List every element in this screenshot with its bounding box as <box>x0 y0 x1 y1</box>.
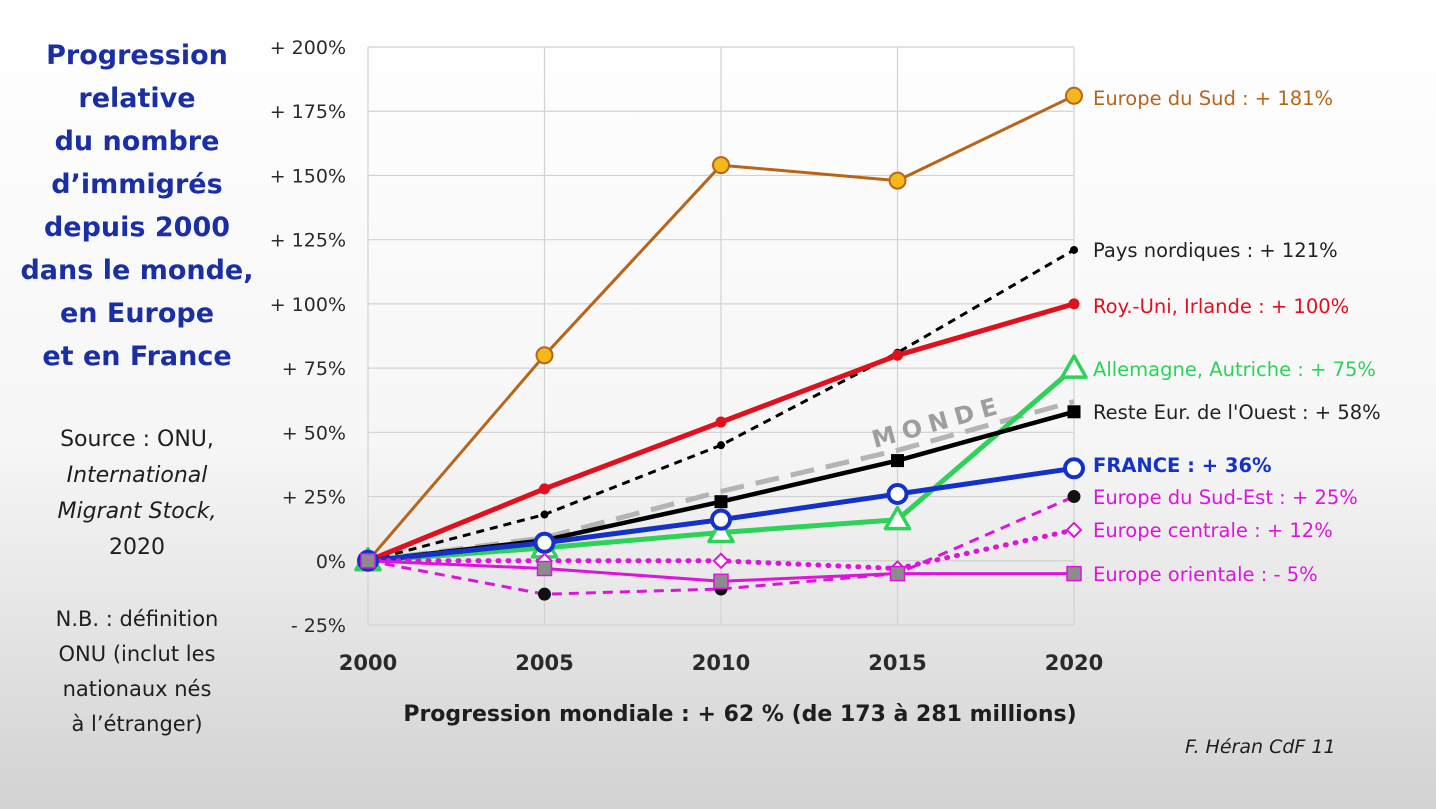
series-label-centrale: Europe centrale : + 12% <box>1093 519 1333 542</box>
data-point-sud <box>1065 86 1083 105</box>
data-point-sud <box>712 156 730 175</box>
series-label-orientale: Europe orientale : - 5% <box>1093 563 1318 586</box>
data-point-orientale <box>889 565 906 582</box>
title-line: depuis 2000 <box>43 212 231 243</box>
y-tick-label: - 25% <box>291 615 346 637</box>
source-line: International <box>66 463 208 488</box>
data-point-nordiques <box>717 441 725 450</box>
series-label-sud: Europe du Sud : + 181% <box>1093 87 1333 110</box>
data-point-france <box>1063 457 1085 480</box>
data-point-orientale <box>360 553 376 569</box>
series-label-reste: Reste Eur. de l'Ouest : + 58% <box>1093 401 1381 424</box>
data-point-orientale <box>1066 565 1082 582</box>
definition-note: N.B. : définition ONU (inclut les nation… <box>14 602 260 742</box>
data-point-reste <box>891 454 904 468</box>
y-tick-label: + 75% <box>282 358 346 380</box>
line-chart: - 25% 0% + 25% + 50% + 75% + 100% + 125% + 150%… <box>270 37 1381 675</box>
title-line: Progression <box>46 40 228 71</box>
data-point-nordiques <box>1070 245 1078 254</box>
data-point-france <box>886 482 909 505</box>
data-point-reste <box>1067 405 1081 419</box>
data-point-orientale <box>713 573 729 590</box>
data-point-roy_uni <box>715 416 727 428</box>
data-point-orientale <box>536 560 553 577</box>
title-line: d’immigrés <box>51 169 223 200</box>
title-line: et en France <box>42 341 232 372</box>
source-line: Migrant Stock, <box>57 499 217 524</box>
title-line: du nombre <box>54 126 220 157</box>
y-tick-label: + 175% <box>270 101 346 123</box>
y-axis-tick-labels: - 25% 0% + 25% + 50% + 75% + 100% + 125% + 150%… <box>270 37 346 637</box>
title-line: relative <box>78 83 196 114</box>
x-tick-label: 2010 <box>692 651 750 675</box>
x-tick-label: 2020 <box>1045 651 1103 675</box>
data-point-france <box>533 531 556 554</box>
series-markers <box>354 86 1088 601</box>
y-tick-label: + 50% <box>282 422 346 444</box>
series-label-sud_est: Europe du Sud-Est : + 25% <box>1093 486 1358 509</box>
data-point-allemagne <box>883 505 912 531</box>
data-point-sud <box>535 346 554 365</box>
data-point-roy_uni <box>1068 298 1080 310</box>
author-credit: F. Héran CdF 11 <box>1185 736 1336 758</box>
data-point-nordiques <box>540 510 549 519</box>
note-line: ONU (inclut les <box>58 642 216 666</box>
series-label-nordiques: Pays nordiques : + 121% <box>1093 239 1338 262</box>
y-tick-label: + 100% <box>270 294 346 316</box>
data-point-centrale <box>1065 521 1083 539</box>
title-line: dans le monde, <box>20 255 254 286</box>
series-label-roy_uni: Roy.-Uni, Irlande : + 100% <box>1093 295 1349 318</box>
data-point-sud <box>888 171 907 190</box>
series-label-allemagne: Allemagne, Autriche : + 75% <box>1093 358 1376 381</box>
y-tick-label: + 150% <box>270 165 346 187</box>
data-point-sud_est <box>1067 490 1081 504</box>
x-tick-label: 2000 <box>339 651 397 675</box>
data-point-centrale <box>712 552 730 570</box>
bottom-caption: Progression mondiale : + 62 % (de 173 à … <box>403 702 1077 727</box>
data-point-allemagne <box>707 518 735 544</box>
chart-title: Progression relative du nombre d’immigré… <box>14 34 260 378</box>
source-line: Source : ONU, <box>60 427 214 452</box>
y-tick-label: + 125% <box>270 230 346 252</box>
data-point-roy_uni <box>892 349 903 361</box>
note-line: à l’étranger) <box>71 712 203 736</box>
note-line: nationaux nés <box>62 677 212 701</box>
y-tick-label: 0% <box>316 551 346 573</box>
data-point-sud_est <box>538 587 551 601</box>
data-point-allemagne <box>1060 354 1088 379</box>
data-point-france <box>710 508 732 531</box>
note-line: N.B. : définition <box>55 607 219 631</box>
x-tick-label: 2005 <box>515 651 573 675</box>
title-line: en Europe <box>59 298 215 329</box>
x-tick-label: 2015 <box>868 651 926 675</box>
y-tick-label: + 200% <box>270 37 346 59</box>
x-axis-tick-labels: 2000 2005 2010 2015 2020 <box>339 651 1103 675</box>
series-line-sud_est <box>367 495 1075 596</box>
source-note: Source : ONU, International Migrant Stoc… <box>14 422 260 566</box>
data-point-reste <box>714 495 728 509</box>
data-point-roy_uni <box>539 483 550 495</box>
series-label-france: FRANCE : + 36% <box>1093 454 1272 477</box>
source-line: 2020 <box>109 535 165 560</box>
y-tick-label: + 25% <box>282 487 346 509</box>
